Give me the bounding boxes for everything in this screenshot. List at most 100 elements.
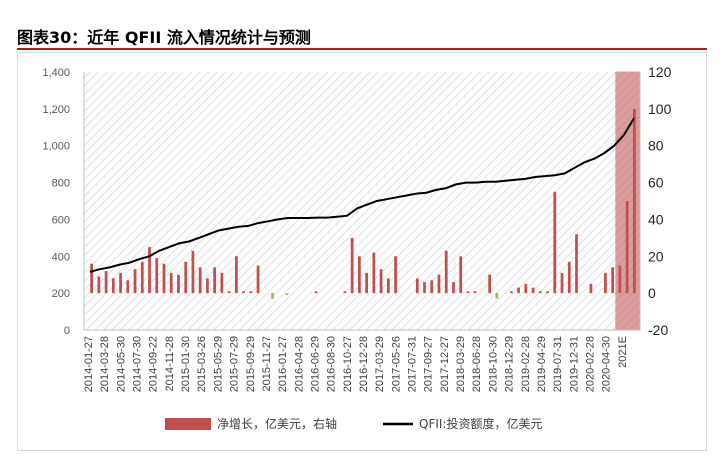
bar-net-growth xyxy=(466,291,470,294)
bar-net-growth xyxy=(488,274,492,294)
bar-net-growth xyxy=(567,261,571,294)
bar-net-growth xyxy=(191,250,195,294)
plot-area-hatch xyxy=(84,72,640,330)
bar-net-growth xyxy=(169,272,173,294)
x-tick-label: 2016-12-28 xyxy=(358,336,370,392)
bar-net-growth xyxy=(111,278,115,294)
bar-net-growth xyxy=(437,274,441,294)
x-tick-label: 2014-07-30 xyxy=(132,336,144,392)
bar-net-growth xyxy=(242,291,245,294)
y-left-tick-label: 200 xyxy=(52,288,70,300)
bar-net-growth xyxy=(271,293,274,299)
bar-net-growth xyxy=(213,267,217,294)
bar-net-growth xyxy=(206,278,209,294)
y-right-tick-label: 60 xyxy=(648,175,664,191)
bar-net-growth xyxy=(553,191,557,294)
x-tick-label: 2016-10-27 xyxy=(342,336,354,392)
y-left-tick-label: 1,000 xyxy=(42,141,70,153)
x-tick-label: 2014-11-28 xyxy=(164,336,176,391)
x-tick-label: 2019-04-29 xyxy=(536,336,548,392)
x-tick-label: 2019-02-28 xyxy=(520,336,532,392)
legend-bar-label: 净增长，亿美元，右轴 xyxy=(217,416,337,431)
x-tick-label: 2017-05-26 xyxy=(390,336,402,392)
y-left-tick-label: 1,400 xyxy=(42,67,70,79)
x-tick-label: 2017-09-27 xyxy=(423,336,435,392)
bar-net-growth xyxy=(162,263,166,294)
bar-net-growth xyxy=(133,269,137,294)
bar-net-growth xyxy=(633,108,636,294)
y-left-tick-label: 0 xyxy=(64,325,70,337)
bar-net-growth xyxy=(575,234,578,294)
y-right-tick-label: -20 xyxy=(648,322,668,338)
bar-net-growth xyxy=(234,256,238,294)
bar-net-growth xyxy=(524,283,528,294)
bar-net-growth xyxy=(618,265,622,294)
y-right-tick-label: 120 xyxy=(648,64,672,80)
y-left-tick-label: 1,200 xyxy=(42,104,70,116)
y-left-tick-label: 400 xyxy=(52,251,70,263)
legend-line-label: QFII:投资额度，亿美元 xyxy=(419,416,542,431)
bar-net-growth xyxy=(249,291,253,294)
y-left-tick-label: 800 xyxy=(52,178,70,190)
bar-net-growth xyxy=(611,267,615,294)
bar-net-growth xyxy=(495,293,499,299)
chart-frame xyxy=(17,52,707,451)
bar-net-growth xyxy=(358,256,361,294)
x-tick-label: 2019-12-31 xyxy=(568,336,580,392)
bar-net-growth xyxy=(198,267,202,294)
bar-net-growth xyxy=(423,282,426,294)
bar-net-growth xyxy=(148,247,151,294)
bar-net-growth xyxy=(459,256,463,294)
bar-net-growth xyxy=(430,280,434,294)
x-tick-label: 2017-12-27 xyxy=(439,336,451,392)
bar-net-growth xyxy=(509,291,513,294)
bar-net-growth xyxy=(473,291,477,294)
x-tick-label: 2015-03-26 xyxy=(196,336,208,392)
line-qfii-quota xyxy=(89,117,635,273)
x-tick-label: 2014-09-22 xyxy=(148,336,160,392)
x-tick-label: 2014-05-30 xyxy=(115,336,127,392)
x-tick-label: 2016-06-29 xyxy=(309,336,321,392)
y-right-tick-label: 20 xyxy=(648,248,664,264)
bar-net-growth xyxy=(625,201,629,294)
bar-net-growth xyxy=(372,252,376,294)
y-right-tick-label: 0 xyxy=(648,285,656,301)
bar-net-growth xyxy=(126,280,130,294)
x-tick-label: 2015-07-29 xyxy=(229,336,241,392)
bar-net-growth xyxy=(177,274,180,294)
bar-net-growth xyxy=(314,291,318,294)
x-tick-label: 2016-08-30 xyxy=(326,336,338,392)
x-tick-label: 2015-09-29 xyxy=(245,336,257,392)
bar-net-growth xyxy=(97,276,101,294)
bar-net-growth xyxy=(386,278,390,294)
bar-net-growth xyxy=(365,272,368,294)
x-tick-label: 2018-03-29 xyxy=(455,336,467,392)
x-tick-label: 2016-01-27 xyxy=(277,336,289,392)
bar-net-growth xyxy=(560,272,564,294)
y-right-tick-label: 40 xyxy=(648,211,664,227)
x-tick-label: 2018-12-29 xyxy=(504,336,516,392)
legend-bar-swatch xyxy=(165,418,211,430)
x-tick-label: 2014-01-27 xyxy=(83,336,95,392)
bar-net-growth xyxy=(119,272,122,294)
y-right-tick-label: 80 xyxy=(648,138,664,154)
x-tick-label: 2014-03-28 xyxy=(99,336,111,392)
x-tick-label: 2020-04-30 xyxy=(601,336,613,392)
bar-net-growth xyxy=(517,287,520,294)
figure-title: 图表30：近年 QFII 流入情况统计与预测 xyxy=(17,28,311,47)
x-tick-label: 2017-03-29 xyxy=(374,336,386,392)
title-rule xyxy=(17,48,707,50)
x-tick-label: 2015-05-29 xyxy=(212,336,224,392)
bar-net-growth xyxy=(140,261,144,294)
y-left-tick-label: 600 xyxy=(52,214,70,226)
x-tick-label: 2017-07-31 xyxy=(407,336,419,392)
bar-net-growth xyxy=(538,291,542,294)
bar-net-growth xyxy=(444,250,448,294)
bar-net-growth xyxy=(90,263,93,294)
bar-net-growth xyxy=(285,293,289,295)
bar-net-growth xyxy=(452,282,455,294)
x-tick-label: 2015-11-27 xyxy=(261,336,273,391)
bar-net-growth xyxy=(155,258,159,294)
bar-net-growth xyxy=(546,291,549,294)
